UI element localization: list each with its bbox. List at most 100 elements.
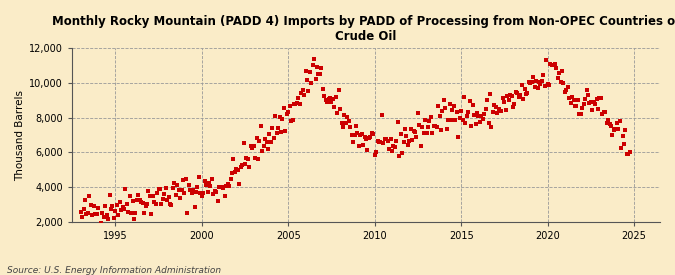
Point (441, 127, 452, 131)
Point (519, 87, 530, 91)
Point (371, 150, 381, 155)
Point (389, 145, 400, 149)
Point (482, 98, 493, 102)
Point (202, 190, 213, 194)
Point (192, 185, 202, 189)
Point (529, 85, 540, 89)
Point (315, 72, 325, 76)
Point (302, 78, 313, 82)
Point (547, 63, 558, 67)
Point (271, 131, 282, 136)
Point (572, 98, 583, 102)
Point (312, 65, 323, 69)
Point (274, 115, 285, 119)
Point (267, 126, 278, 130)
Point (485, 92, 495, 96)
Point (215, 185, 226, 189)
Point (238, 141, 249, 145)
Point (358, 143, 369, 147)
Point (306, 81, 317, 85)
Point (574, 112, 585, 116)
Point (234, 182, 244, 186)
Point (375, 140, 386, 144)
Point (620, 128, 631, 132)
Point (392, 120, 403, 124)
Point (119, 207, 130, 211)
Point (447, 108, 458, 112)
Point (373, 139, 384, 144)
Point (610, 126, 621, 131)
Point (218, 186, 229, 190)
Point (533, 80, 544, 84)
Point (565, 101, 576, 105)
Point (333, 88, 344, 92)
Point (466, 124, 477, 128)
Point (607, 133, 618, 137)
Point (211, 190, 221, 194)
Text: Source: U.S. Energy Information Administration: Source: U.S. Energy Information Administ… (7, 266, 221, 275)
Point (227, 171, 238, 175)
Point (163, 195, 174, 199)
Point (372, 139, 383, 143)
Point (500, 108, 511, 112)
Point (537, 79, 547, 83)
Point (369, 153, 380, 157)
Point (137, 201, 148, 205)
Point (270, 113, 281, 118)
Point (326, 99, 337, 104)
Point (603, 118, 614, 122)
Point (452, 109, 462, 114)
Point (261, 140, 272, 144)
Point (148, 199, 159, 204)
Point (144, 194, 155, 199)
Point (286, 119, 296, 123)
Point (142, 201, 153, 206)
Point (252, 157, 263, 161)
Point (178, 178, 188, 182)
Point (153, 187, 164, 191)
Point (490, 104, 501, 109)
Point (489, 103, 500, 107)
Point (496, 109, 507, 113)
Point (100, 203, 111, 208)
Point (612, 121, 622, 125)
Point (107, 204, 118, 208)
Point (86, 202, 97, 207)
Point (156, 202, 167, 206)
Point (575, 112, 586, 116)
Point (495, 109, 506, 113)
Point (275, 130, 286, 134)
Point (464, 99, 475, 104)
Point (127, 199, 138, 203)
Point (99, 215, 109, 219)
Point (508, 105, 518, 109)
Point (280, 129, 291, 133)
Point (591, 97, 602, 101)
Point (509, 102, 520, 106)
Point (555, 79, 566, 84)
Point (467, 103, 478, 107)
Point (166, 203, 177, 207)
Point (80, 198, 90, 203)
Point (522, 91, 533, 96)
Point (549, 61, 560, 66)
Point (344, 119, 354, 123)
Point (307, 63, 318, 68)
Point (133, 193, 144, 197)
Point (599, 110, 610, 114)
Point (531, 79, 541, 83)
Point (504, 98, 514, 102)
Point (505, 93, 516, 97)
Point (139, 210, 150, 215)
Point (604, 122, 615, 126)
Point (410, 130, 421, 134)
Point (378, 141, 389, 145)
Point (217, 185, 227, 189)
Point (470, 122, 481, 127)
Point (398, 140, 409, 144)
Point (340, 121, 351, 125)
Point (260, 137, 271, 141)
Point (616, 146, 626, 150)
Point (339, 113, 350, 118)
Point (483, 121, 494, 125)
